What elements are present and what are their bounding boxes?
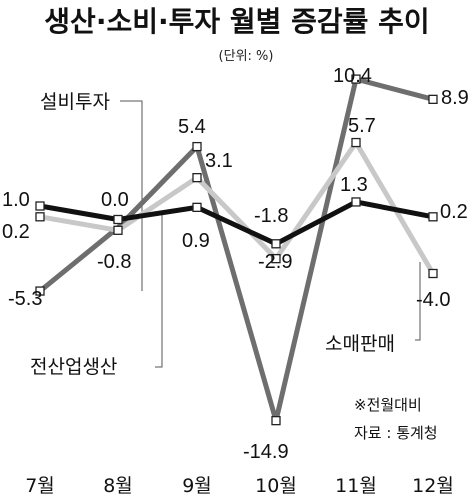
- x-tick-0: 7월: [25, 475, 55, 497]
- point-retail-5: [428, 268, 438, 279]
- label-investment-jul: -5.3: [8, 288, 42, 310]
- x-tick-3: 10월: [255, 475, 297, 497]
- series-label-production: 전산업생산: [30, 356, 117, 378]
- series-label-retail: 소매판매: [325, 333, 395, 355]
- point-investment-2: [192, 141, 202, 152]
- point-retail-1: [113, 225, 123, 235]
- data-labels: 1.0 0.0 0.9 -1.8 1.3 0.2 0.2 -0.8 3.1 -2.9 5.7 -4.0…: [2, 65, 469, 463]
- x-tick-5: 12월: [412, 475, 454, 497]
- x-tick-1: 8월: [103, 475, 133, 497]
- label-investment-oct: -14.9: [243, 441, 289, 463]
- label-investment-sep: 5.4: [178, 116, 206, 138]
- basis-note: ※전월대비: [354, 396, 422, 414]
- chart-title: 생산·소비·투자 월별 증감률 추이: [44, 5, 429, 38]
- label-retail-nov: 5.7: [348, 115, 376, 137]
- label-production-sep: 0.9: [182, 230, 210, 252]
- label-connectors: [120, 100, 421, 368]
- point-production-0: [35, 201, 45, 211]
- series-lines: [37, 76, 436, 424]
- point-investment-3: [271, 415, 281, 426]
- unit-label: (단위: %): [219, 49, 274, 64]
- label-production-oct: -1.8: [254, 205, 288, 227]
- label-production-nov: 1.3: [340, 174, 368, 196]
- series-line-production: [37, 199, 436, 247]
- point-production-2: [192, 202, 202, 213]
- x-axis-ticks: 7월 8월 9월 10월 11월 12월: [25, 475, 454, 497]
- point-production-1: [113, 214, 123, 225]
- label-investment-dec: 8.9: [441, 87, 469, 109]
- point-investment-5: [428, 94, 438, 104]
- point-retail-2: [192, 172, 202, 183]
- source-note: 자료 : 통계청: [354, 424, 438, 442]
- series-markers: [35, 74, 438, 426]
- label-production-dec: 0.2: [440, 201, 468, 223]
- connector-retail: [415, 262, 421, 341]
- label-retail-oct: -2.9: [258, 251, 292, 273]
- point-retail-3: [271, 253, 281, 264]
- point-retail-4: [351, 137, 361, 148]
- series-line-investment: [37, 76, 436, 424]
- series-label-investment: 설비투자: [40, 91, 110, 113]
- label-retail-aug: -0.8: [97, 251, 131, 273]
- series-line-retail: [37, 140, 436, 276]
- label-retail-jul: 0.2: [2, 221, 30, 243]
- point-production-3: [271, 239, 281, 249]
- label-investment-nov: 10.4: [333, 65, 372, 87]
- connector-production: [155, 211, 163, 368]
- point-production-4: [351, 197, 361, 207]
- point-investment-0: [35, 286, 45, 296]
- label-retail-sep: 3.1: [205, 150, 233, 172]
- point-investment-4: [351, 74, 361, 84]
- label-production-aug: 0.0: [101, 189, 129, 211]
- label-retail-dec: -4.0: [416, 289, 450, 311]
- label-production-jul: 1.0: [2, 189, 30, 211]
- point-production-5: [428, 212, 438, 222]
- x-tick-4: 11월: [335, 475, 377, 497]
- connector-investment-stem: [120, 100, 143, 245]
- point-retail-0: [35, 212, 45, 222]
- x-tick-2: 9월: [182, 475, 212, 497]
